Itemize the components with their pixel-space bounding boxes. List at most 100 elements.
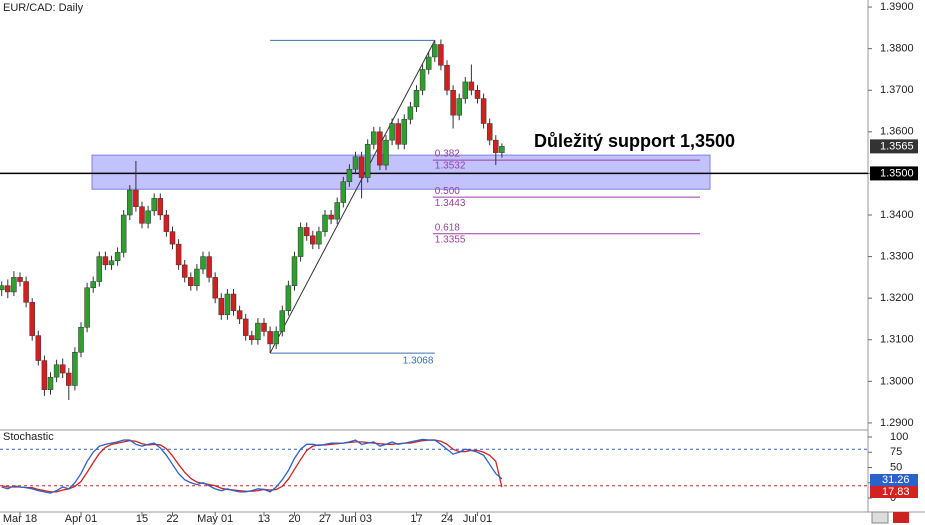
stoch-y-tick-label: 100	[890, 431, 908, 443]
fib-ratio: 0.618	[435, 222, 460, 233]
stoch-d-badge	[870, 486, 918, 498]
x-tick-label: 27	[319, 513, 331, 525]
stoch-k-value: 31.26	[882, 474, 910, 486]
candle-body	[163, 214, 170, 232]
candle-body	[127, 189, 133, 216]
x-tick-label: Mar 18	[3, 513, 37, 525]
candle-body	[474, 89, 481, 99]
candle-body	[401, 119, 408, 145]
y-tick-label: 1.3600	[880, 126, 914, 138]
y-tick-label: 1.3800	[880, 43, 914, 55]
stoch-d-value: 17.83	[882, 486, 910, 498]
candle-body	[267, 331, 273, 345]
stoch-k-badge	[870, 474, 918, 486]
x-tick-label: 15	[136, 513, 148, 525]
candle-body	[261, 322, 267, 332]
x-tick-label: Jun 03	[339, 513, 372, 525]
candle-body	[303, 227, 310, 237]
fib-price: 1.3355	[435, 234, 466, 245]
candle-body	[395, 123, 401, 145]
support-zone	[91, 154, 711, 190]
candle-body	[133, 189, 139, 207]
candle-body	[322, 214, 328, 232]
candle-body	[413, 89, 420, 108]
candle-body	[334, 202, 340, 220]
candle-body	[371, 131, 377, 145]
candle-body	[200, 256, 206, 270]
candle-body	[139, 206, 145, 224]
fib-price: 1.3532	[435, 161, 466, 172]
candle-body	[279, 310, 286, 332]
candle-body	[328, 214, 334, 220]
candle-body	[340, 181, 347, 203]
candle-body	[90, 281, 96, 289]
candle-body	[11, 277, 17, 293]
candle-body	[145, 210, 151, 224]
candle-body	[438, 44, 444, 66]
candle-body	[120, 214, 127, 253]
candle-body	[17, 277, 23, 282]
candle-body	[242, 318, 249, 336]
candle-body	[78, 327, 84, 353]
candle-body	[96, 256, 103, 282]
candle-body	[493, 139, 499, 153]
candle-body	[41, 360, 48, 390]
y-tick-label: 1.3200	[880, 292, 914, 304]
y-tick-label: 1.3100	[880, 334, 914, 346]
candle-body	[389, 123, 395, 141]
x-tick-label: 20	[288, 513, 300, 525]
fib-ratio: 0.382	[435, 149, 460, 160]
x-tick-label: Jul 01	[463, 513, 492, 525]
candle-body	[462, 81, 469, 99]
candle-body	[486, 123, 493, 141]
candle-body	[53, 364, 60, 378]
candle-body	[499, 146, 505, 153]
candle-body	[66, 372, 72, 386]
candle-body	[212, 277, 218, 299]
stochastic-title: Stochastic	[3, 431, 54, 443]
candle-body	[364, 144, 371, 178]
candle-body	[456, 98, 462, 116]
candle-body	[444, 65, 450, 91]
scroll-icon[interactable]	[871, 511, 889, 524]
fib-price: 1.3443	[435, 198, 466, 209]
stoch-k-line	[1, 438, 503, 494]
candle-body	[206, 256, 212, 278]
candle-body	[23, 281, 29, 303]
candle-body	[432, 44, 438, 58]
x-tick-label: 17	[410, 513, 422, 525]
candle-body	[175, 243, 182, 266]
x-tick-label: 22	[166, 513, 178, 525]
x-tick-label: 24	[441, 513, 453, 525]
y-tick-label: 1.3900	[880, 1, 914, 13]
last-price-label: 1.3565	[880, 140, 914, 152]
candle-body	[316, 231, 322, 245]
y-tick-label: 1.2900	[880, 417, 914, 429]
y-tick-label: 1.3400	[880, 209, 914, 221]
candle-body	[468, 81, 475, 91]
candle-body	[181, 264, 188, 278]
candle-body	[358, 156, 365, 178]
fib-ratio: 0.500	[435, 186, 460, 197]
last-price-badge	[870, 139, 918, 154]
stoch-y-tick-label: 75	[890, 446, 902, 458]
y-tick-label: 1.3000	[880, 375, 914, 387]
candle-body	[273, 331, 279, 345]
candle-body	[236, 310, 243, 320]
candle-body	[255, 322, 261, 341]
close-icon[interactable]	[893, 512, 909, 523]
candle-body	[450, 89, 456, 116]
candle-body	[35, 335, 42, 361]
candle-body	[194, 268, 200, 286]
candle-body	[419, 69, 426, 91]
candle-body	[108, 260, 115, 266]
candle-body	[297, 227, 304, 257]
candle-body	[425, 56, 432, 70]
candle-body	[47, 376, 54, 390]
candle-body	[169, 231, 176, 245]
candle-body	[5, 285, 11, 293]
support-badge-label: 1.3500	[880, 167, 914, 179]
candle-body	[291, 256, 298, 286]
